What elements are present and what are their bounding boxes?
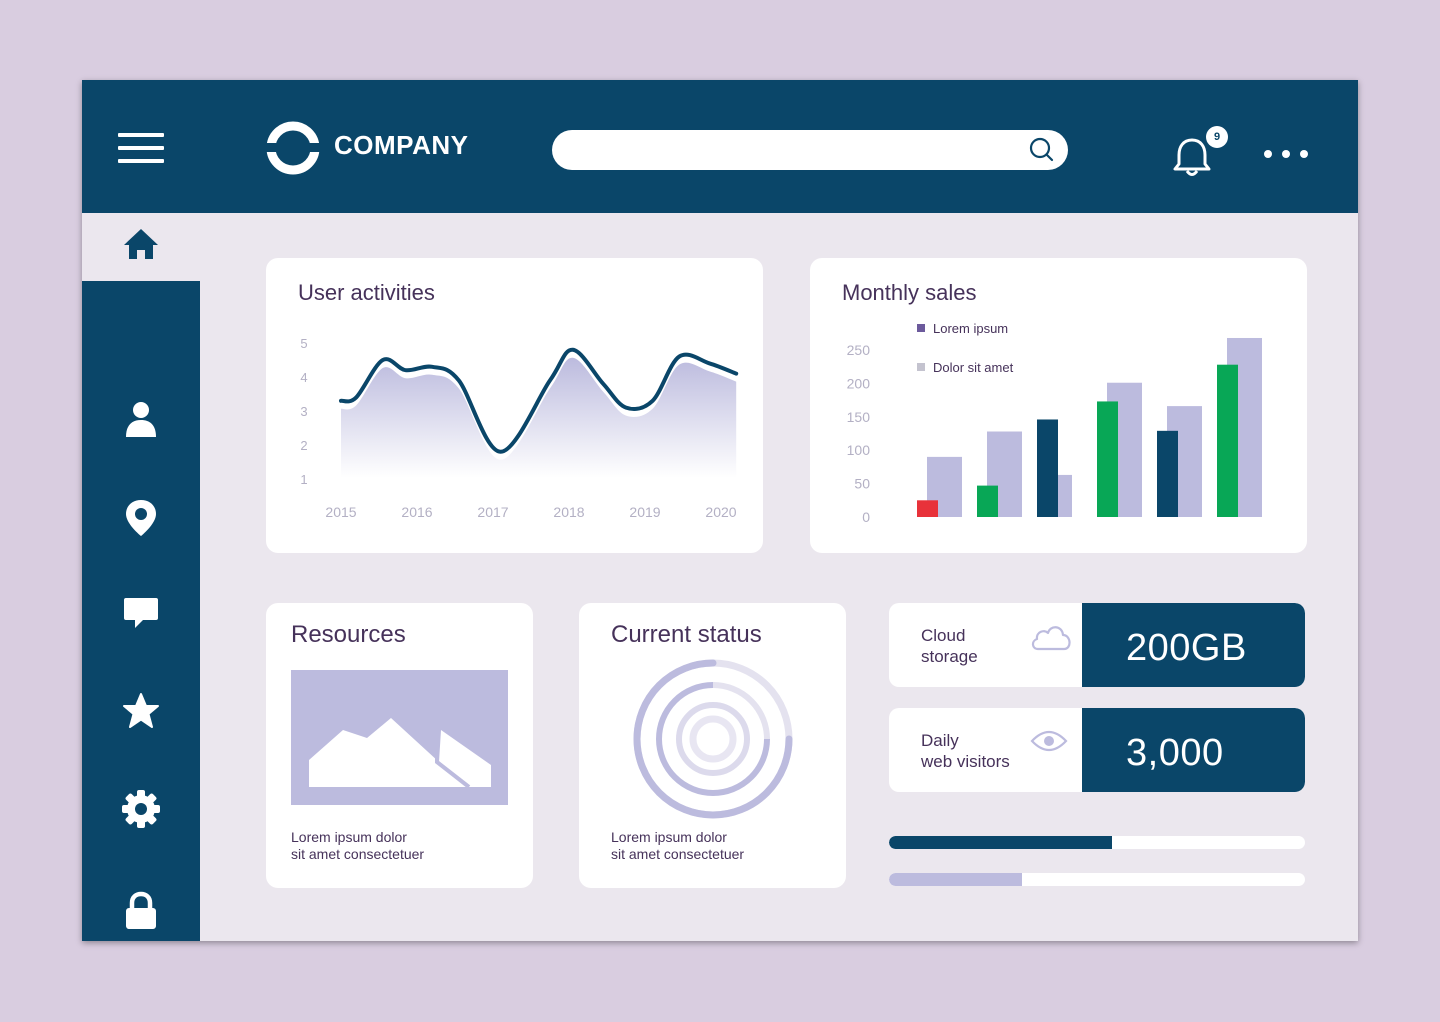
caption-line: Lorem ipsum dolor [611, 829, 727, 845]
sidebar-item-favorites[interactable] [82, 683, 200, 743]
hamburger-menu-icon[interactable] [118, 133, 164, 163]
y-tick-label: 200 [847, 375, 871, 391]
label-line: web visitors [921, 752, 1010, 771]
current-status-caption: Lorem ipsum dolor sit amet consectetuer [611, 829, 744, 863]
caption-line: sit amet consectetuer [611, 846, 745, 862]
status-radial-gauge [633, 659, 793, 819]
mountain-icon [309, 718, 491, 789]
progress-bar-secondary [889, 873, 1305, 886]
bar-primary [977, 485, 998, 517]
top-bar: COMPANY 9 [82, 80, 1358, 213]
y-tick-label: 3 [300, 404, 307, 419]
user-icon [126, 402, 156, 437]
sidebar-item-home[interactable] [82, 213, 200, 281]
x-tick-label: 2015 [325, 504, 356, 520]
search-icon[interactable] [1028, 136, 1056, 164]
sidebar-item-location[interactable] [82, 488, 200, 548]
daily-visitors-value-box: 3,000 [1082, 708, 1305, 792]
daily-visitors-value: 3,000 [1126, 732, 1224, 774]
bar-primary [1097, 401, 1118, 517]
more-options-icon[interactable] [1260, 148, 1312, 160]
bar-primary [1217, 364, 1238, 517]
chat-icon [124, 598, 158, 628]
brand-name: COMPANY [334, 130, 469, 160]
cloud-storage-widget: Cloud storage 200GB [889, 603, 1305, 687]
cloud-storage-label: Cloud storage [921, 625, 978, 667]
series-line [339, 347, 739, 454]
y-tick-label: 250 [847, 342, 871, 358]
y-tick-label: 100 [847, 442, 871, 458]
progress-fill [889, 836, 1112, 849]
resources-caption: Lorem ipsum dolor sit amet consectetuer [291, 829, 424, 863]
user-activities-title: User activities [298, 280, 435, 305]
bar-primary [917, 500, 938, 517]
y-tick-label: 0 [862, 509, 870, 525]
lock-icon [126, 891, 156, 929]
x-tick-label: 2020 [705, 504, 736, 520]
sidebar [82, 213, 200, 941]
progress-fill [889, 873, 1023, 886]
sidebar-item-security[interactable] [82, 883, 200, 941]
legend-label: Dolor sit amet [933, 360, 1014, 375]
current-status-title: Current status [611, 621, 762, 648]
progress-bar-primary [889, 836, 1305, 849]
x-tick-label: 2019 [629, 504, 660, 520]
x-tick-label: 2017 [477, 504, 508, 520]
home-icon [124, 229, 158, 259]
caption-line: Lorem ipsum dolor [291, 829, 407, 845]
monthly-sales-card: Monthly sales 250 200 150 100 50 0 Lorem ipsum… [810, 258, 1307, 553]
daily-visitors-widget: Daily web visitors 3,000 [889, 708, 1305, 792]
star-icon [123, 693, 159, 728]
legend-swatch [917, 324, 925, 332]
bar-primary [1157, 430, 1178, 517]
gear-icon [122, 790, 160, 828]
resources-card[interactable]: Resources Lorem ipsum dolor sit amet con… [266, 603, 533, 888]
search-input[interactable] [552, 130, 1068, 170]
location-pin-icon [126, 500, 156, 536]
legend-label: Lorem ipsum [933, 321, 1008, 336]
sidebar-item-profile[interactable] [82, 391, 200, 451]
series-area [341, 357, 737, 478]
notification-badge: 9 [1206, 126, 1228, 148]
sidebar-item-messages[interactable] [82, 585, 200, 645]
label-line: storage [921, 647, 978, 666]
caption-line: sit amet consectetuer [291, 846, 425, 862]
y-tick-label: 50 [854, 476, 870, 492]
dashboard-window: COMPANY 9 [82, 80, 1358, 941]
image-placeholder [291, 670, 508, 805]
label-line: Daily [921, 731, 959, 750]
notification-bell-icon[interactable] [1172, 135, 1212, 179]
sidebar-item-settings[interactable] [82, 781, 200, 841]
user-activities-chart: 5 4 3 2 1 2015 2016 2017 2018 2019 2020 [300, 336, 739, 520]
current-status-card: Current status Lorem ipsum dolor sit ame… [579, 603, 846, 888]
monthly-sales-chart: 250 200 150 100 50 0 Lorem ipsum Dolor sit amet [847, 321, 1262, 525]
cloud-storage-value-box: 200GB [1082, 603, 1305, 687]
x-tick-label: 2016 [401, 504, 432, 520]
monthly-sales-title: Monthly sales [842, 280, 977, 305]
y-tick-label: 5 [300, 336, 307, 351]
label-line: Cloud [921, 626, 966, 645]
y-tick-label: 1 [300, 472, 307, 487]
resources-title: Resources [291, 621, 406, 648]
x-tick-label: 2018 [553, 504, 584, 520]
user-activities-card: User activities 5 4 3 2 1 2015 2016 2017 2018 201… [266, 258, 763, 553]
daily-visitors-label: Daily web visitors [921, 730, 1010, 772]
eye-icon [1030, 730, 1068, 752]
y-tick-label: 2 [300, 438, 307, 453]
y-tick-label: 150 [847, 409, 871, 425]
company-logo [265, 121, 321, 175]
legend-swatch [917, 363, 925, 371]
bar-primary [1037, 419, 1058, 517]
cloud-icon [1031, 626, 1071, 651]
cloud-storage-value: 200GB [1126, 627, 1247, 669]
y-tick-label: 4 [300, 370, 307, 385]
